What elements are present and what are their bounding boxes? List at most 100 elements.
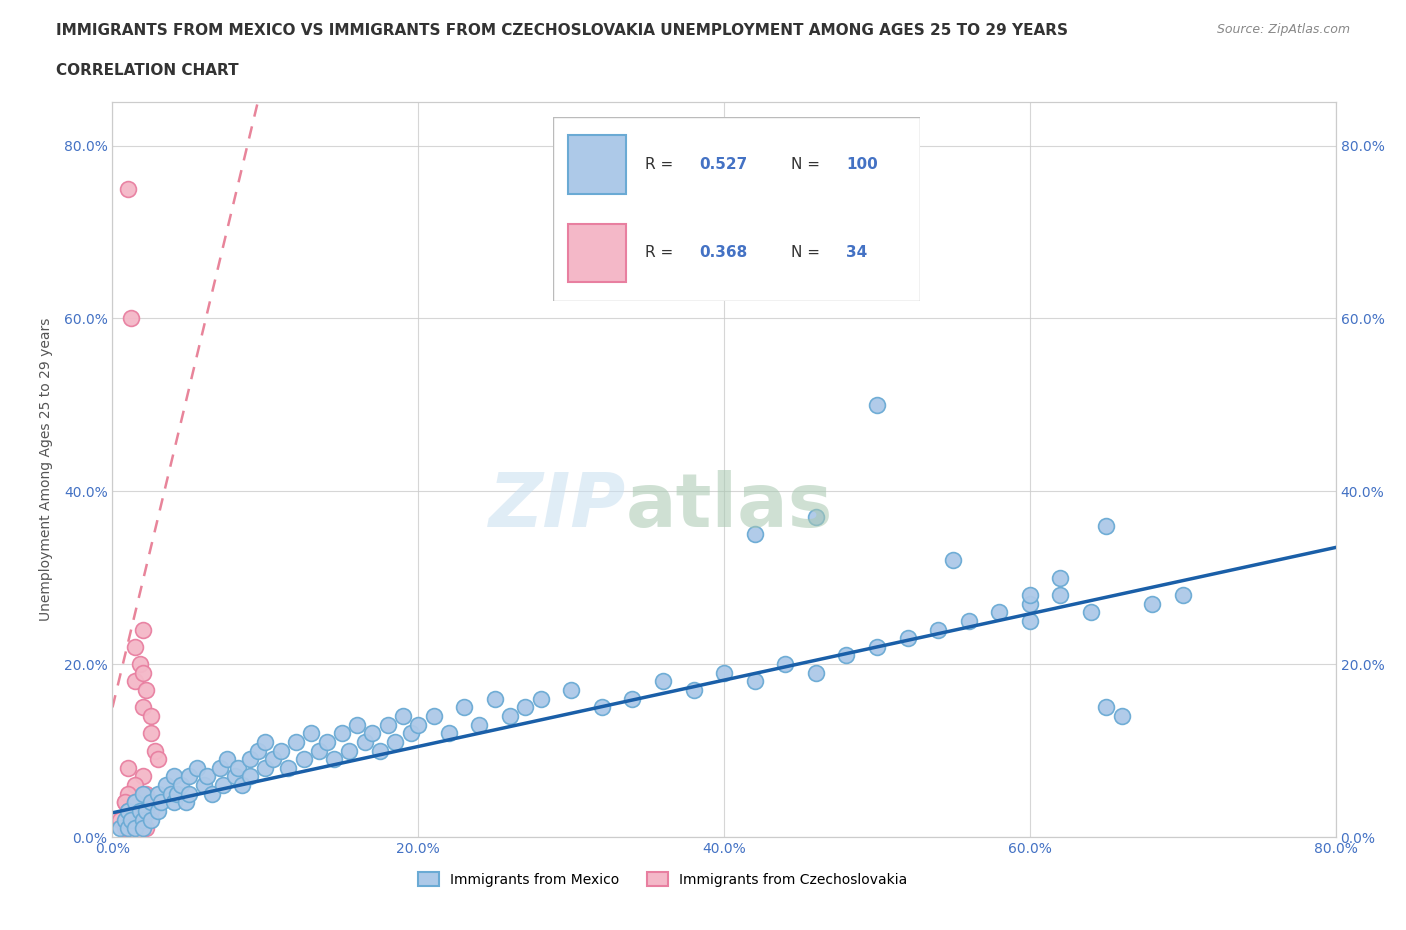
Point bbox=[195, 769, 218, 784]
Point bbox=[148, 787, 170, 802]
Point bbox=[117, 821, 139, 836]
Point bbox=[114, 812, 136, 827]
Point bbox=[315, 735, 337, 750]
Point bbox=[231, 777, 253, 792]
Point bbox=[775, 657, 797, 671]
Point bbox=[804, 510, 827, 525]
Point bbox=[114, 795, 136, 810]
Point bbox=[239, 769, 262, 784]
Point bbox=[148, 804, 170, 818]
Point bbox=[897, 631, 920, 645]
Y-axis label: Unemployment Among Ages 25 to 29 years: Unemployment Among Ages 25 to 29 years bbox=[38, 318, 52, 621]
Point bbox=[124, 674, 146, 689]
Point bbox=[499, 709, 522, 724]
Text: CORRELATION CHART: CORRELATION CHART bbox=[56, 63, 239, 78]
Point bbox=[120, 804, 142, 818]
Point bbox=[135, 804, 157, 818]
Point bbox=[270, 743, 292, 758]
Point bbox=[124, 830, 146, 844]
Point bbox=[988, 604, 1011, 619]
Point bbox=[224, 769, 246, 784]
Point bbox=[135, 787, 157, 802]
Point bbox=[957, 614, 980, 629]
Point bbox=[308, 743, 330, 758]
Point bbox=[560, 683, 582, 698]
Point bbox=[468, 717, 491, 732]
Point bbox=[150, 795, 173, 810]
Point bbox=[254, 735, 277, 750]
Point bbox=[108, 821, 131, 836]
Point bbox=[1095, 518, 1118, 533]
Point bbox=[399, 725, 422, 740]
Point bbox=[132, 812, 155, 827]
Point bbox=[129, 812, 152, 827]
Point bbox=[408, 717, 430, 732]
Point bbox=[139, 812, 162, 827]
Point bbox=[515, 700, 537, 715]
Point bbox=[139, 709, 162, 724]
Point bbox=[177, 787, 200, 802]
Point bbox=[132, 787, 155, 802]
Point bbox=[155, 777, 177, 792]
Point bbox=[132, 769, 155, 784]
Point bbox=[132, 665, 155, 680]
Text: atlas: atlas bbox=[626, 470, 834, 543]
Point bbox=[108, 812, 131, 827]
Point bbox=[139, 804, 162, 818]
Point bbox=[217, 751, 239, 766]
Point bbox=[208, 761, 231, 776]
Point bbox=[284, 735, 308, 750]
Point bbox=[163, 795, 186, 810]
Point bbox=[1111, 709, 1133, 724]
Point bbox=[239, 751, 262, 766]
Point bbox=[143, 743, 166, 758]
Point bbox=[170, 777, 193, 792]
Point bbox=[117, 821, 139, 836]
Point bbox=[177, 769, 200, 784]
Point bbox=[262, 751, 284, 766]
Point bbox=[166, 787, 188, 802]
Legend: Immigrants from Mexico, Immigrants from Czechoslovakia: Immigrants from Mexico, Immigrants from … bbox=[413, 867, 912, 893]
Point bbox=[437, 725, 460, 740]
Point bbox=[132, 622, 155, 637]
Point bbox=[453, 700, 475, 715]
Point bbox=[323, 751, 346, 766]
Point bbox=[124, 795, 146, 810]
Point bbox=[1049, 570, 1071, 585]
Point bbox=[744, 527, 766, 542]
Point bbox=[744, 674, 766, 689]
Point bbox=[124, 795, 146, 810]
Point bbox=[652, 674, 675, 689]
Point bbox=[132, 821, 155, 836]
Point bbox=[422, 709, 444, 724]
Point bbox=[186, 761, 208, 776]
Point bbox=[117, 761, 139, 776]
Point bbox=[129, 812, 152, 827]
Point bbox=[135, 683, 157, 698]
Point bbox=[246, 743, 269, 758]
Point bbox=[1018, 614, 1040, 629]
Point bbox=[129, 804, 152, 818]
Point bbox=[120, 812, 142, 827]
Point bbox=[866, 250, 889, 265]
Point bbox=[361, 725, 384, 740]
Point bbox=[277, 761, 299, 776]
Point bbox=[1049, 588, 1071, 603]
Point bbox=[713, 665, 735, 680]
Point bbox=[1080, 604, 1102, 619]
Point bbox=[254, 761, 277, 776]
Point bbox=[866, 640, 889, 655]
Point bbox=[163, 769, 186, 784]
Point bbox=[117, 787, 139, 802]
Point bbox=[120, 311, 142, 325]
Point bbox=[159, 787, 181, 802]
Point bbox=[124, 777, 146, 792]
Point bbox=[299, 725, 322, 740]
Point bbox=[124, 640, 146, 655]
Point bbox=[120, 812, 142, 827]
Point bbox=[193, 777, 215, 792]
Point bbox=[330, 725, 353, 740]
Point bbox=[139, 795, 162, 810]
Point bbox=[226, 761, 249, 776]
Point bbox=[129, 657, 152, 671]
